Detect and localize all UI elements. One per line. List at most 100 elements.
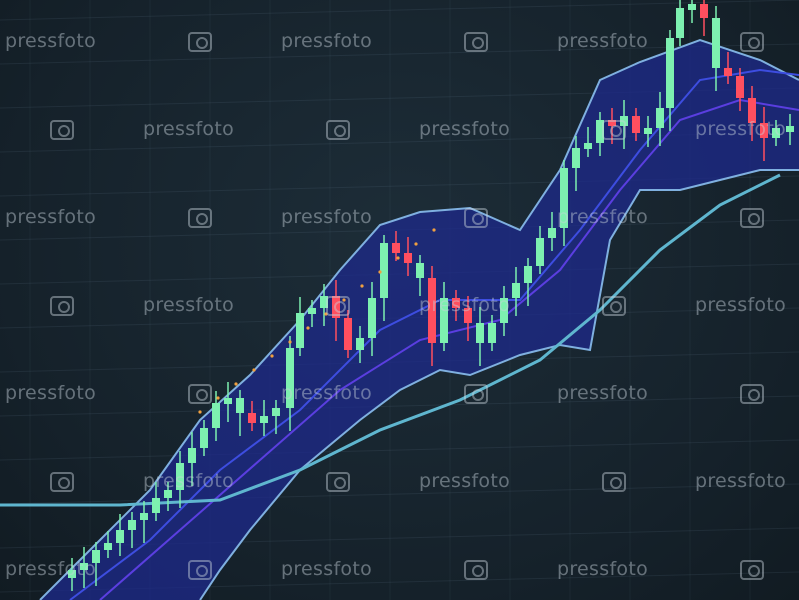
moving-average-long [0,173,781,507]
sar-dot [252,368,256,372]
candle-down [736,76,744,98]
candle-up [572,148,580,168]
candle-down [392,243,400,253]
candle-up [176,463,184,490]
camera-icon [602,296,626,316]
grid-line [0,395,799,417]
watermark-text: pressfoto [557,206,649,228]
camera-icon [326,296,350,316]
candle-up [104,543,112,550]
watermark-text: pressfoto [281,558,373,580]
watermark-text: pressfoto [143,470,235,492]
bollinger-upper-line [39,38,799,600]
candle-up [476,323,484,343]
camera-icon [464,32,488,52]
grid-line [0,43,799,65]
sar-dot [288,340,292,344]
camera-icon [464,384,488,404]
watermark-text: pressfoto [281,382,373,404]
candle-up [786,126,794,132]
candle-down [760,123,768,138]
camera-icon [50,472,74,492]
bollinger-lower-line [199,169,799,600]
camera-icon [188,560,212,580]
bollinger-band-fill [40,40,799,600]
watermark-text: pressfoto [281,30,373,52]
candle-down [724,68,732,76]
moving-average-fast [69,68,799,600]
candle-up [260,416,268,423]
grid-line [0,0,799,21]
watermark-text: pressfoto [695,118,787,140]
sar-dot [216,396,220,400]
watermark-text: pressfoto [419,118,511,140]
candle-up [440,298,448,343]
sar-dot [378,270,382,274]
candle-up [488,323,496,343]
candle-down [748,98,756,123]
candle-up [596,120,604,143]
candle-up [676,8,684,38]
candle-up [416,263,424,278]
watermark-text: pressfoto [281,206,373,228]
candle-up [356,338,364,350]
grid-line [0,439,799,461]
candle-up [164,490,172,498]
candle-up [560,168,568,228]
watermark-text: pressfoto [143,118,235,140]
candle-down [248,413,256,423]
watermark-text: pressfoto [557,30,649,52]
watermark-text: pressfoto [5,558,97,580]
sar-dot [234,382,238,386]
watermark-text: pressfoto [143,294,235,316]
candle-up [524,266,532,283]
candle-up [666,38,674,108]
camera-icon [740,208,764,228]
candle-up [308,308,316,314]
watermark-text: pressfoto [419,294,511,316]
candle-up [296,313,304,348]
sar-dot [270,354,274,358]
candle-up [140,513,148,520]
camera-icon [464,208,488,228]
candle-up [368,298,376,338]
candle-up [380,243,388,298]
candle-up [80,563,88,570]
candle-up [548,228,556,238]
grid-line [0,483,799,505]
candle-up [92,550,100,563]
candle-up [188,448,196,463]
camera-icon [188,384,212,404]
watermark-text: pressfoto [557,558,649,580]
candle-up [152,498,160,513]
watermark-text: pressfoto [419,470,511,492]
watermark-text: pressfoto [695,294,787,316]
candle-up [536,238,544,266]
watermark-text: pressfoto [695,470,787,492]
candle-down [428,278,436,343]
camera-icon [188,208,212,228]
candle-down [344,318,352,350]
camera-icon [602,472,626,492]
watermark-text: pressfoto [5,382,97,404]
candle-up [286,348,294,408]
candle-up [712,18,720,68]
candle-up [772,128,780,138]
sar-dot [306,326,310,330]
candle-down [452,298,460,308]
camera-icon [464,560,488,580]
sar-dot [198,410,202,414]
camera-icon [602,120,626,140]
camera-icon [740,32,764,52]
camera-icon [740,560,764,580]
watermark-text: pressfoto [5,30,97,52]
sar-dot [360,284,364,288]
camera-icon [50,120,74,140]
candle-up [688,4,696,10]
candle-down [464,308,472,323]
candle-up [212,403,220,428]
candle-up [200,428,208,448]
candle-down [632,116,640,133]
sar-dot [432,228,436,232]
